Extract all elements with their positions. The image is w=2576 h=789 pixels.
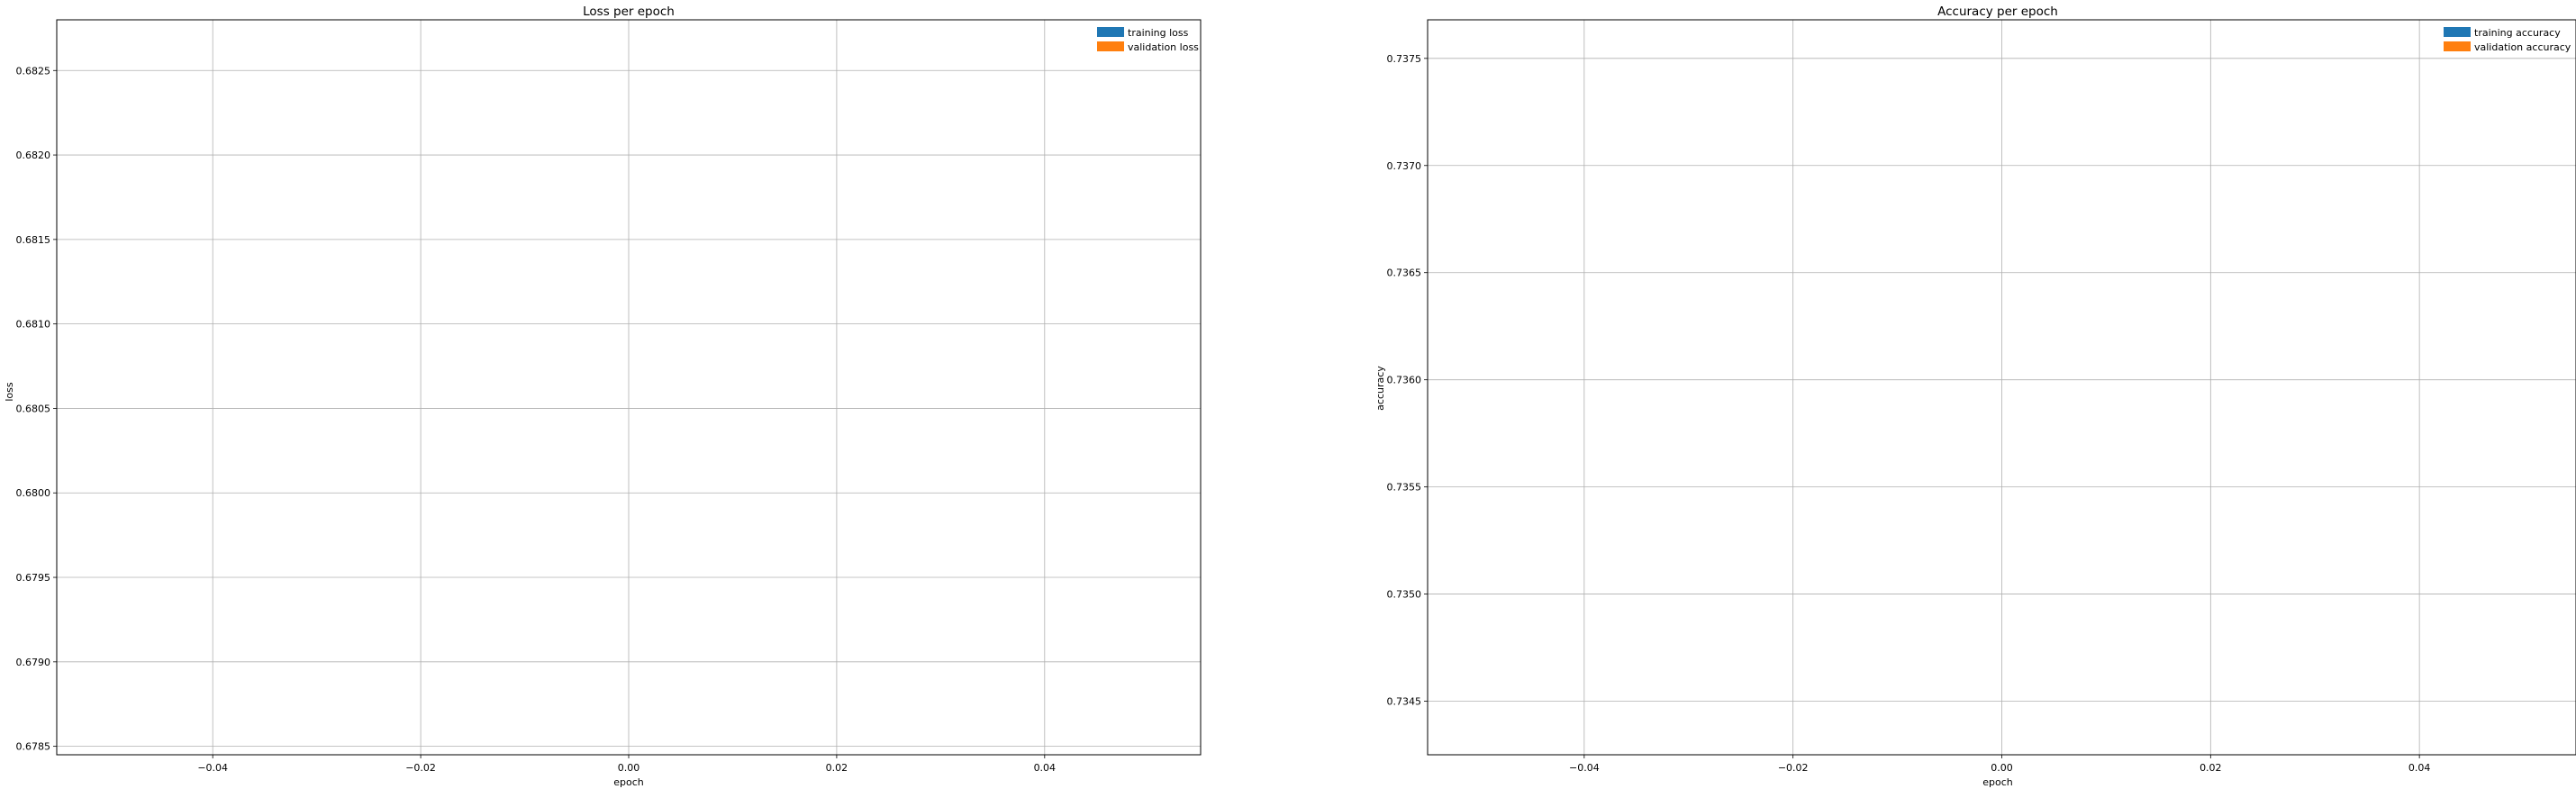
legend-swatch-training-accuracy [2444, 27, 2471, 37]
accuracy-chart-frame [1427, 19, 2576, 756]
accuracy-chart-legend: training accuracy validation accuracy [2444, 27, 2571, 53]
loss-xtick-label: −0.02 [405, 762, 436, 774]
accuracy-chart-ticks: −0.04 −0.02 0.00 0.02 0.04 0.7345 0.7350 0.7355… [1387, 53, 2431, 774]
loss-ytick-label: 0.6800 [16, 487, 51, 499]
loss-xtick-label: 0.04 [1034, 762, 1057, 774]
accuracy-ytick-label: 0.7365 [1387, 268, 1422, 279]
loss-ytick-label: 0.6815 [16, 234, 51, 246]
legend-label-training-loss: training loss [1128, 27, 1189, 39]
loss-chart-ticks: −0.04 −0.02 0.00 0.02 0.04 0.6785 0.6790 0.6795… [16, 65, 1057, 774]
accuracy-xtick-label: 0.02 [2200, 762, 2222, 774]
legend-swatch-training-loss [1097, 27, 1124, 37]
accuracy-ytick-label: 0.7360 [1387, 375, 1422, 386]
loss-ytick-label: 0.6785 [16, 741, 51, 753]
accuracy-chart-xlabel: epoch [1982, 776, 2013, 788]
legend-swatch-validation-loss [1097, 41, 1124, 51]
loss-ytick-label: 0.6795 [16, 572, 51, 584]
loss-chart-xlabel: epoch [613, 776, 644, 788]
accuracy-chart-ylabel: accuracy [1374, 366, 1386, 411]
accuracy-ytick-label: 0.7355 [1387, 482, 1422, 494]
loss-ytick-label: 0.6820 [16, 150, 51, 161]
loss-chart-legend: training loss validation loss [1097, 27, 1199, 53]
loss-ytick-label: 0.6810 [16, 319, 51, 331]
loss-chart-title: Loss per epoch [583, 5, 675, 19]
legend-swatch-validation-accuracy [2444, 41, 2471, 51]
loss-ytick-label: 0.6805 [16, 403, 51, 414]
accuracy-ytick-label: 0.7350 [1387, 589, 1422, 601]
loss-chart-grid [57, 20, 1201, 755]
accuracy-xtick-label: −0.02 [1778, 762, 1809, 774]
legend-label-training-accuracy: training accuracy [2474, 27, 2561, 39]
loss-xtick-label: 0.02 [826, 762, 848, 774]
loss-chart-ylabel: loss [4, 382, 15, 402]
accuracy-ytick-label: 0.7345 [1387, 696, 1422, 708]
loss-ytick-label: 0.6825 [16, 65, 51, 77]
legend-label-validation-accuracy: validation accuracy [2474, 41, 2571, 53]
accuracy-xtick-label: −0.04 [1569, 762, 1600, 774]
loss-ytick-label: 0.6790 [16, 657, 51, 668]
loss-xtick-label: −0.04 [197, 762, 228, 774]
accuracy-chart-grid [1428, 20, 2576, 755]
accuracy-xtick-label: 0.00 [1991, 762, 2013, 774]
accuracy-xtick-label: 0.04 [2408, 762, 2431, 774]
accuracy-ytick-label: 0.7370 [1387, 160, 1422, 172]
loss-xtick-label: 0.00 [618, 762, 640, 774]
loss-chart-frame [56, 19, 1202, 756]
loss-chart: Loss per epoch epoch loss −0.04 −0.02 0.00… [4, 5, 1202, 788]
legend-label-validation-loss: validation loss [1128, 41, 1199, 53]
accuracy-chart: Accuracy per epoch epoch accuracy −0.04−… [1374, 5, 2576, 788]
accuracy-ytick-label: 0.7375 [1387, 53, 1422, 65]
accuracy-chart-title: Accuracy per epoch [1937, 5, 2058, 19]
